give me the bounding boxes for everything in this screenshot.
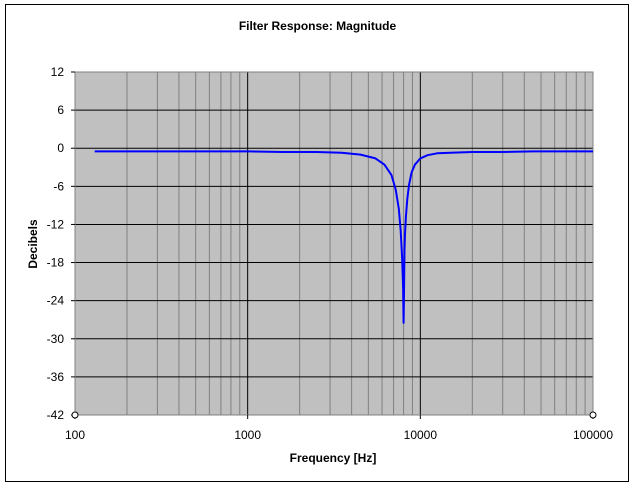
y-tick-label: -18 — [47, 256, 65, 270]
axis-end-marker — [589, 411, 597, 419]
series-layer — [94, 150, 593, 324]
x-tick-label: 100 — [65, 428, 85, 442]
x-tick-label: 1000 — [234, 428, 261, 442]
minor-gridlines — [126, 72, 586, 415]
y-tick-label: -36 — [47, 370, 65, 384]
y-tick-label: 6 — [57, 103, 64, 117]
x-tick-labels: 100 1000 10000 100000 — [65, 415, 613, 442]
x-tick-label: 10000 — [404, 428, 438, 442]
axis-end-marker — [71, 411, 79, 419]
x-axis-title: Frequency [Hz] — [289, 451, 377, 465]
y-tick-label: -12 — [47, 217, 65, 231]
y-tick-label: -30 — [47, 332, 65, 346]
y-tick-label: -24 — [47, 294, 65, 308]
plot-area — [75, 72, 593, 415]
y-tick-label: 0 — [57, 141, 64, 155]
x-tick-label: 100000 — [573, 428, 613, 442]
plot-border — [74, 71, 594, 416]
y-tick-label: -42 — [47, 408, 65, 422]
y-tick-label: -6 — [53, 179, 64, 193]
axis-end-markers — [71, 411, 597, 419]
series-line-magnitude — [94, 150, 593, 324]
y-tick-labels: 12 6 0 -6 -12 -18 -24 -30 -36 -42 — [47, 65, 75, 422]
y-tick-label: 12 — [51, 65, 65, 79]
chart-title: Filter Response: Magnitude — [238, 19, 397, 33]
